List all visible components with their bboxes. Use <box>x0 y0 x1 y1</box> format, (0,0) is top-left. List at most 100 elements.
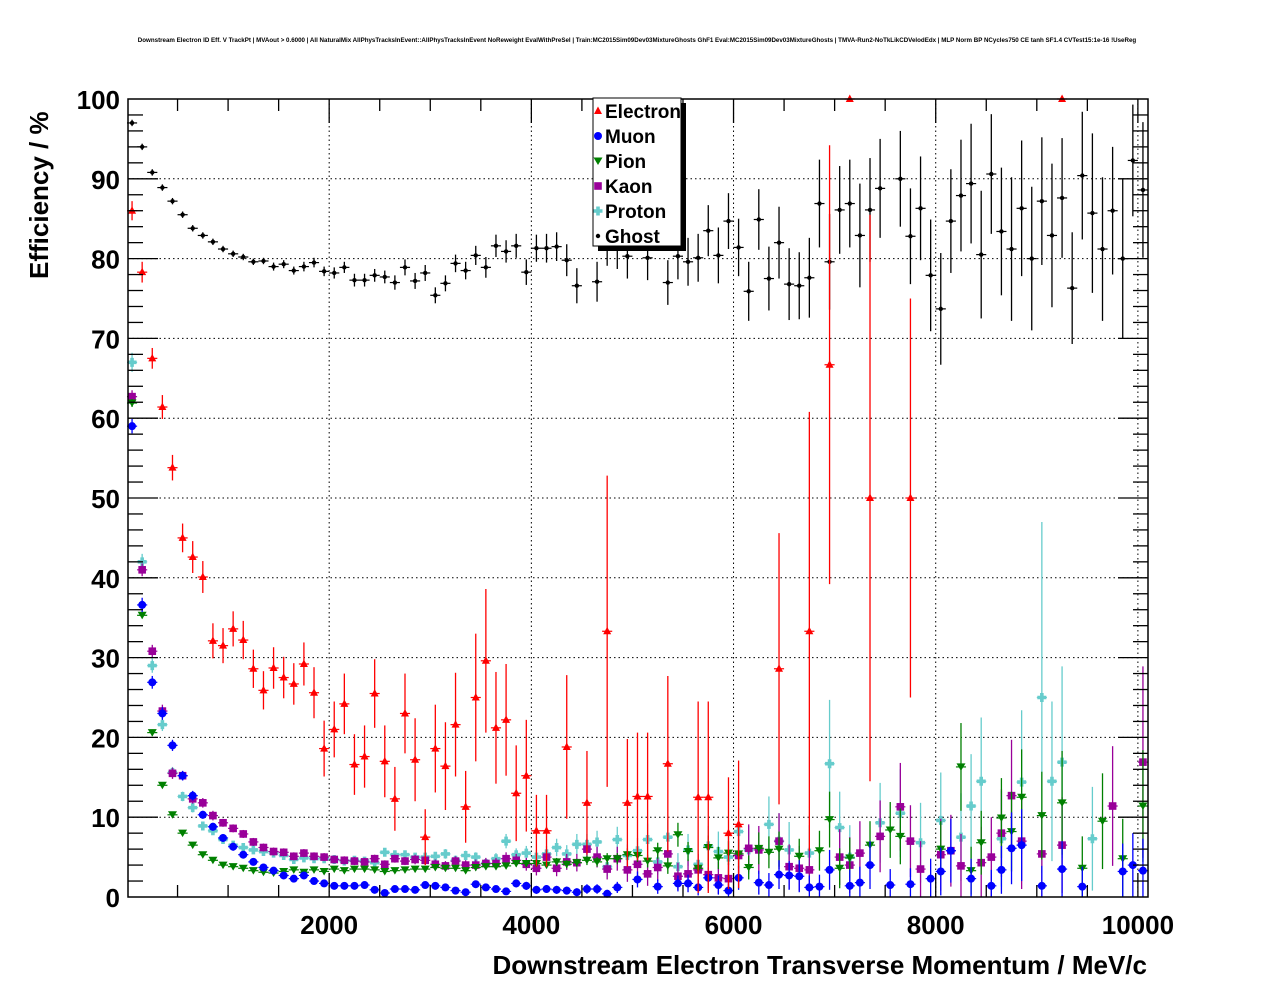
marker-circle <box>1078 882 1087 891</box>
data-point <box>854 183 865 288</box>
data-point <box>662 675 673 852</box>
data-point <box>905 188 916 285</box>
data-point <box>511 745 522 842</box>
data-point <box>1046 701 1058 862</box>
data-point <box>147 644 158 658</box>
marker-dot <box>352 277 357 283</box>
marker-dot <box>766 276 772 281</box>
data-point <box>197 821 208 831</box>
data-point <box>359 725 370 788</box>
marker-triangle-down <box>774 845 784 854</box>
marker-triangle-up <box>320 744 329 752</box>
marker-triangle-up <box>168 463 177 471</box>
marker-dot <box>544 246 549 251</box>
marker-circle <box>582 885 591 894</box>
marker-dot <box>321 269 327 274</box>
marker-cross <box>835 823 845 833</box>
legend: Electron Muon Pion Kaon Proton Ghost <box>592 97 686 251</box>
marker-circle <box>259 863 268 872</box>
data-point <box>834 166 845 254</box>
data-point <box>288 874 299 883</box>
data-point <box>976 810 987 875</box>
marker-triangle-up <box>532 826 541 834</box>
data-point <box>329 855 340 864</box>
marker-square <box>623 866 632 874</box>
marker-circle <box>350 881 359 890</box>
marker-cross <box>966 801 976 811</box>
marker-triangle-down <box>593 157 603 165</box>
marker-dot <box>847 201 852 206</box>
marker-dot <box>908 234 913 239</box>
marker-dot <box>877 186 883 191</box>
marker-triangle-up <box>198 572 207 581</box>
marker-circle <box>997 865 1006 874</box>
marker-square <box>391 854 399 863</box>
data-point <box>1046 163 1058 308</box>
marker-circle <box>330 881 339 890</box>
marker-triangle-down <box>643 857 653 866</box>
marker-circle <box>188 791 197 800</box>
data-point <box>1057 841 1068 897</box>
data-point <box>187 802 198 813</box>
marker-dot <box>867 207 873 213</box>
marker-triangle-up <box>431 744 440 752</box>
marker-triangle-down <box>238 864 248 873</box>
data-point <box>581 884 593 894</box>
x-tick-labels: 2000 4000 6000 8000 10000 <box>300 910 1174 940</box>
marker-circle <box>795 872 804 881</box>
data-point <box>339 881 350 890</box>
data-point <box>1097 773 1108 870</box>
marker-square <box>148 647 157 656</box>
data-point <box>460 850 471 861</box>
data-point <box>723 193 734 250</box>
data-point <box>713 227 724 284</box>
data-point <box>996 845 1007 894</box>
marker-circle <box>967 874 976 883</box>
marker-triangle-down <box>167 811 177 819</box>
data-point <box>228 824 239 833</box>
marker-cross <box>157 720 167 730</box>
data-point <box>693 233 704 282</box>
marker-cross <box>430 851 440 861</box>
data-point <box>1127 104 1138 217</box>
marker-triangle-down <box>562 860 572 869</box>
data-point <box>824 145 835 585</box>
y-tick-label: 60 <box>91 404 120 434</box>
data-point <box>501 663 512 776</box>
marker-dot <box>332 270 337 276</box>
data-point <box>723 777 734 890</box>
marker-cross <box>764 819 774 829</box>
data-point <box>298 871 309 880</box>
marker-triangle-up <box>542 826 551 834</box>
marker-circle <box>289 874 298 883</box>
marker-dot <box>837 207 842 213</box>
marker-triangle-down <box>511 859 521 868</box>
data-point <box>996 778 1007 858</box>
data-point <box>248 845 259 855</box>
data-point <box>369 659 380 728</box>
marker-dot <box>776 240 782 245</box>
data-point <box>349 273 360 287</box>
marker-dot <box>594 279 600 284</box>
data-point <box>1137 122 1148 258</box>
data-point <box>541 885 552 894</box>
marker-cross <box>593 206 603 216</box>
data-point <box>955 833 967 897</box>
data-point <box>784 861 795 890</box>
marker-circle <box>441 883 450 892</box>
data-point <box>632 871 643 888</box>
marker-dot <box>180 212 185 217</box>
marker-triangle-up <box>421 832 430 841</box>
marker-circle <box>724 886 733 895</box>
marker-triangle-up <box>229 624 238 632</box>
marker-square <box>664 850 672 858</box>
data-point <box>885 802 896 858</box>
data-point <box>278 848 289 857</box>
data-point <box>430 863 441 872</box>
marker-triangle-up <box>734 819 743 828</box>
marker-triangle-down <box>996 814 1006 822</box>
data-point <box>238 829 249 838</box>
data-point <box>399 866 411 874</box>
marker-triangle-up <box>269 663 278 671</box>
data-point <box>369 885 380 894</box>
